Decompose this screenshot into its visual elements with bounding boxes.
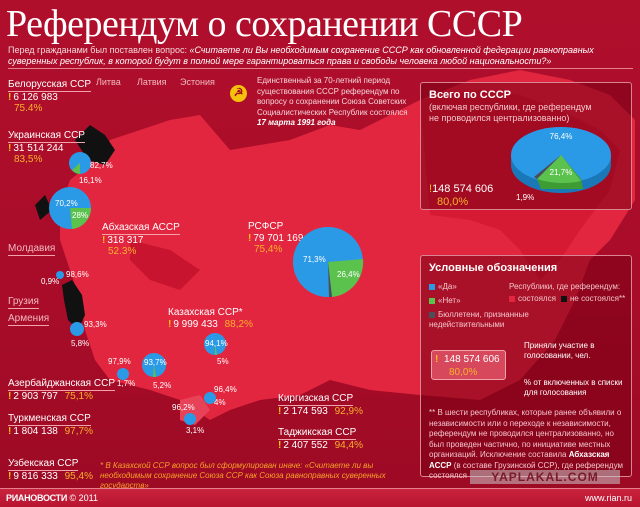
footer: РИАНОВОСТИ © 2011 www.rian.ru — [0, 488, 640, 507]
hammer-sickle-icon: ☭ — [230, 85, 247, 102]
referendum-question: Перед гражданами был поставлен вопрос: «… — [8, 45, 594, 66]
label-lithuania: Литва — [96, 77, 121, 87]
pie-total-3d: 76,4% 21,7% — [511, 127, 611, 193]
pie-ukraine — [49, 187, 92, 229]
pie-rsfsr — [293, 227, 364, 297]
voter-icon: ǃ — [8, 471, 12, 482]
legend-yes: «Да» — [429, 282, 457, 291]
watermark: YAPLAKAL.COM — [470, 470, 620, 484]
label-georgia: Грузия — [8, 296, 39, 309]
svg-text:21,7%: 21,7% — [550, 168, 573, 177]
pie-turkmenistan — [117, 368, 129, 380]
voter-icon: ǃ — [278, 406, 282, 417]
georgia-armenia-not-held — [62, 280, 85, 330]
pie-kyrgyzstan — [204, 392, 216, 404]
info-text: Единственный за 70-летний период существ… — [257, 76, 408, 127]
label-abkhazia: Абхазская АССР ǃ 318 317 52.3% — [102, 222, 180, 257]
label-armenia: Армения — [8, 313, 50, 326]
label-rsfsr: РСФСР ǃ 79 701 169 75,4% — [248, 221, 304, 255]
legend-held: состоялся — [509, 294, 556, 303]
moldova-not-held — [35, 195, 52, 220]
label-moldova: Молдавия — [8, 243, 56, 256]
voter-icon: ǃ — [8, 426, 12, 437]
footnote-kazakhstan: * В Казахской ССР вопрос был сформулиров… — [100, 461, 386, 490]
pie-azerbaijan — [70, 322, 84, 336]
footnote-not-held: ** В шести республиках, которые ранее об… — [429, 408, 623, 480]
svg-text:76,4%: 76,4% — [550, 132, 573, 141]
pie-belarus — [69, 152, 91, 174]
pie-kazakhstan — [204, 333, 226, 355]
voter-icon: ǃ — [168, 319, 172, 330]
source-link[interactable]: www.rian.ru — [584, 493, 632, 503]
brand-logo: РИАНОВОСТИ — [6, 493, 67, 503]
label-estonia: Эстония — [180, 77, 215, 87]
voter-icon: ǃ — [8, 143, 12, 154]
legend-invalid: Бюллетени, признанные недействительными — [429, 310, 529, 329]
pie-uzbekistan — [142, 353, 166, 377]
voter-icon: ǃ — [429, 183, 433, 195]
voter-icon: ǃ — [278, 440, 282, 451]
voter-icon: ǃ — [8, 391, 12, 402]
label-ukraine: Украинская ССР ǃ 31 514 244 83,5% — [8, 130, 85, 165]
voter-icon: ǃ — [435, 354, 439, 365]
page-title: Референдум о сохранении СССР — [6, 3, 523, 45]
voter-icon: ǃ — [102, 235, 106, 246]
header-divider — [8, 68, 633, 69]
legend-no: «Нет» — [429, 296, 461, 305]
legend-box: Условные обозначения «Да» «Нет» Бюллетен… — [420, 255, 632, 480]
voter-icon: ǃ — [248, 233, 252, 244]
pie-tajikistan — [184, 413, 196, 425]
total-ussr-box: Всего по СССР (включая республики, где р… — [420, 82, 632, 210]
pie-abkhazia — [56, 271, 64, 279]
label-latvia: Латвия — [137, 77, 167, 87]
legend-sample: ǃ 148 574 606 80,0% — [431, 350, 506, 380]
legend-not-held: не состоялся** — [561, 294, 625, 303]
voter-icon: ǃ — [8, 92, 12, 103]
